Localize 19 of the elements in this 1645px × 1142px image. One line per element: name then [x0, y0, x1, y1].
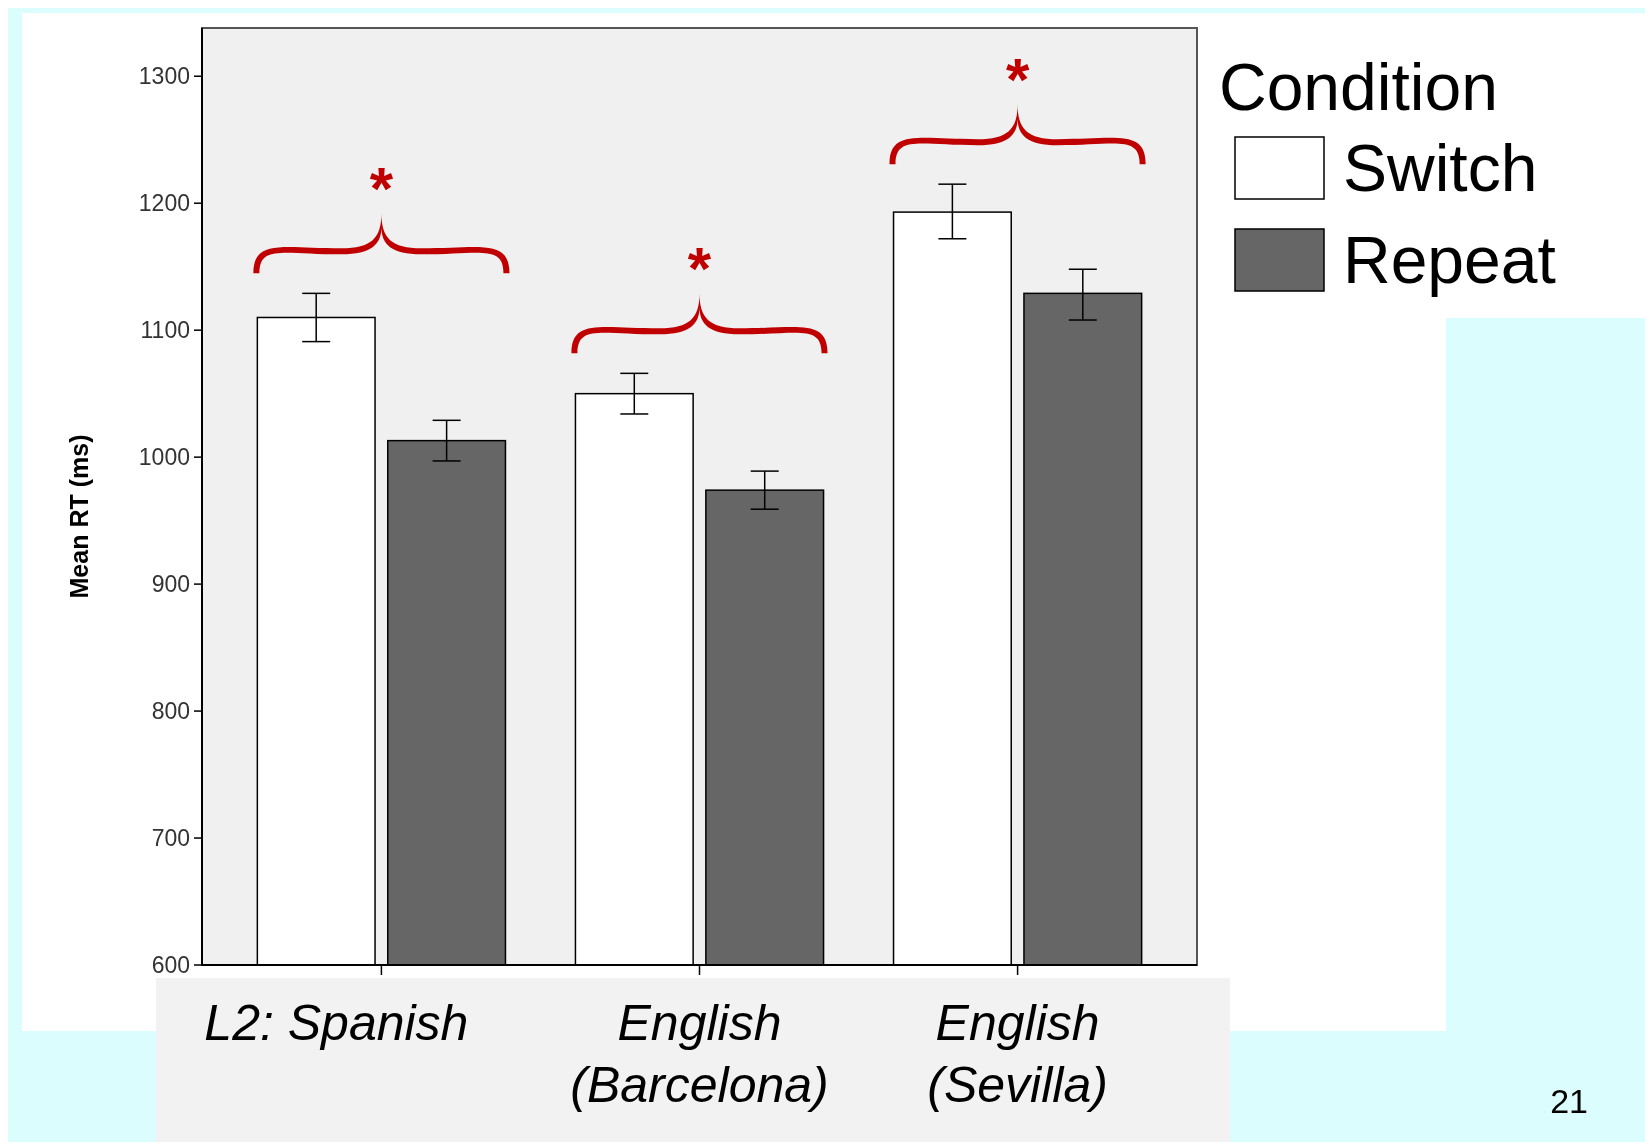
y-tick-label: 1100 — [140, 317, 190, 344]
x-tick-label: English (Barcelona) — [570, 995, 829, 1113]
legend-title: Condition — [1219, 50, 1498, 124]
y-tick-label: 600 — [151, 952, 190, 979]
x-tick-label: L2: Spanish — [204, 995, 469, 1051]
y-tick-label: 1000 — [138, 444, 190, 471]
legend-label: Repeat — [1343, 223, 1556, 297]
y-tick-label: 800 — [151, 698, 190, 725]
y-tick-label: 900 — [151, 571, 190, 598]
legend-label: Switch — [1343, 131, 1538, 205]
annotation: * — [687, 235, 712, 303]
y-tick-label: 700 — [151, 825, 190, 852]
text: 21 — [1550, 1082, 1588, 1120]
y-tick-label: 1300 — [138, 63, 190, 90]
annotation: * — [1005, 46, 1030, 114]
y-axis-title: Mean RT (ms) — [65, 434, 93, 599]
annotation: * — [369, 155, 394, 223]
x-tick-label: English (Sevilla) — [927, 995, 1108, 1113]
y-tick-label: 1200 — [138, 190, 190, 217]
